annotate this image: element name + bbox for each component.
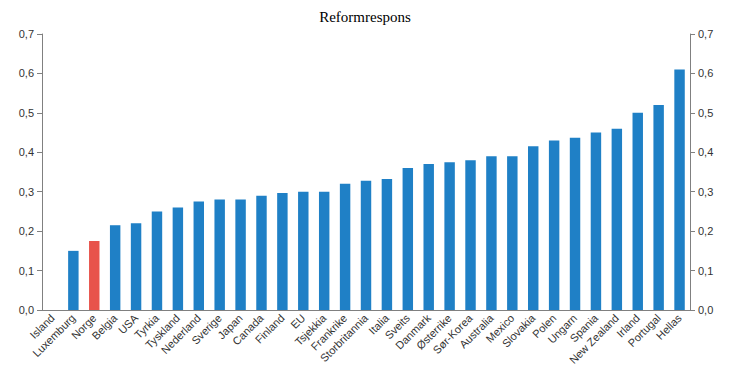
svg-text:New Zealand: New Zealand	[567, 312, 621, 366]
svg-text:Hellas: Hellas	[654, 311, 684, 341]
svg-text:0,2: 0,2	[19, 225, 34, 237]
svg-text:Australia: Australia	[456, 311, 496, 351]
svg-text:0,1: 0,1	[19, 265, 34, 277]
svg-text:0,0: 0,0	[698, 304, 713, 316]
svg-text:Danmark: Danmark	[393, 311, 433, 352]
svg-text:Tyrkia: Tyrkia	[132, 311, 162, 341]
svg-text:Finland: Finland	[253, 312, 287, 346]
svg-text:Japan: Japan	[215, 311, 245, 342]
svg-text:Mexico: Mexico	[483, 311, 517, 345]
svg-text:Sverige: Sverige	[189, 311, 224, 347]
svg-text:Tsjekkia: Tsjekkia	[292, 311, 329, 348]
svg-text:Spania: Spania	[567, 311, 601, 345]
svg-text:0,5: 0,5	[698, 107, 713, 119]
svg-text:Østerrike: Østerrike	[413, 311, 454, 352]
svg-text:Ungarn: Ungarn	[545, 311, 580, 346]
svg-text:0,4: 0,4	[698, 146, 713, 158]
svg-text:0,0: 0,0	[19, 304, 34, 316]
svg-text:Slovakia: Slovakia	[499, 311, 538, 350]
svg-text:0,7: 0,7	[19, 28, 34, 40]
svg-text:Island: Island	[27, 311, 57, 341]
svg-text:Irland: Irland	[614, 311, 642, 340]
svg-text:Luxemburg: Luxemburg	[30, 311, 78, 360]
svg-text:Sør-Korea: Sør-Korea	[430, 311, 475, 357]
svg-text:Canada: Canada	[230, 311, 266, 348]
svg-text:0,3: 0,3	[19, 186, 34, 198]
svg-text:Sveits: Sveits	[382, 311, 412, 342]
svg-text:Norge: Norge	[68, 311, 99, 342]
svg-text:Polen: Polen	[530, 311, 559, 341]
svg-text:EU: EU	[288, 311, 308, 331]
svg-text:0,6: 0,6	[698, 67, 713, 79]
svg-text:0,6: 0,6	[19, 67, 34, 79]
svg-text:Reformrespons: Reformrespons	[319, 9, 411, 25]
svg-text:USA: USA	[115, 311, 141, 337]
svg-text:Italia: Italia	[366, 311, 392, 337]
svg-text:0,3: 0,3	[698, 186, 713, 198]
svg-text:Tyskland: Tyskland	[143, 311, 183, 351]
svg-text:Nederland: Nederland	[158, 311, 203, 357]
svg-text:0,1: 0,1	[698, 265, 713, 277]
svg-text:0,5: 0,5	[19, 107, 34, 119]
svg-text:Storbritannia: Storbritannia	[318, 311, 371, 364]
svg-text:Belgia: Belgia	[89, 311, 120, 342]
svg-text:0,4: 0,4	[19, 146, 34, 158]
svg-text:0,7: 0,7	[698, 28, 713, 40]
svg-text:Frankrike: Frankrike	[308, 311, 350, 353]
svg-text:Portugal: Portugal	[625, 311, 663, 350]
svg-text:0,2: 0,2	[698, 225, 713, 237]
